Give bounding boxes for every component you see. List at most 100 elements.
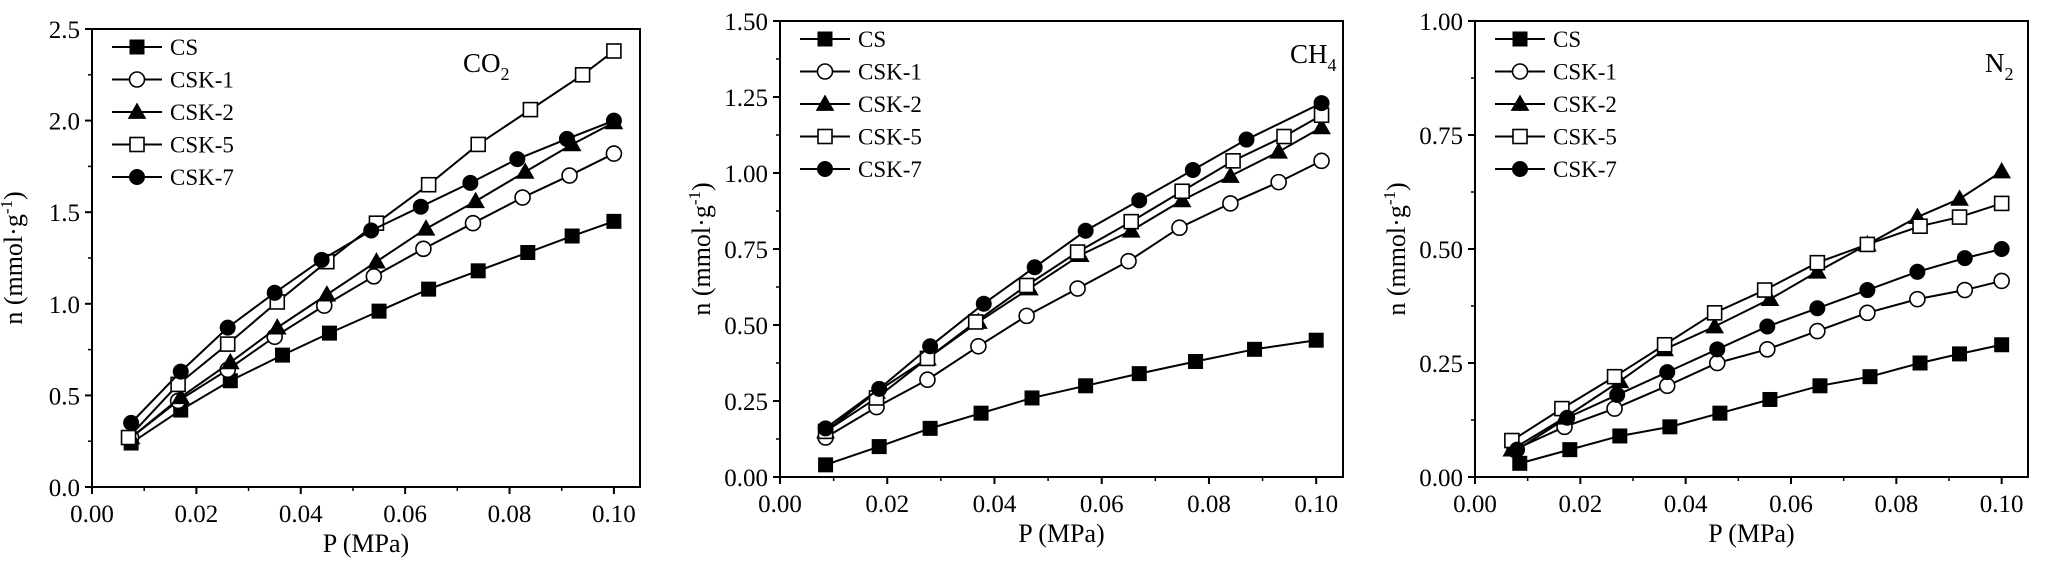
y-tick-label: 1.50 [724,9,768,36]
x-tick-label: 0.04 [1664,491,1708,518]
y-axis-title: n (mmol·g-1) [0,191,28,324]
y-tick-label: 1.5 [49,200,80,227]
data-point [420,176,437,193]
data-point [321,325,337,341]
data-point [412,198,429,215]
x-tick-label: 0.06 [1080,491,1124,518]
data-point [1809,254,1826,271]
y-axis-title-end: ) [0,191,28,200]
data-point [1131,366,1147,382]
data-point [1862,369,1878,385]
gas-label: CO2 [463,48,510,84]
data-point [1562,442,1578,458]
data-point [1069,280,1086,297]
data-point [1026,259,1043,276]
legend-marker [128,71,146,88]
x-axis-title: P (MPa) [1708,519,1794,548]
data-point [363,222,380,239]
data-point [1018,277,1035,294]
data-point [1658,377,1676,395]
data-point [1993,195,2010,212]
data-point [313,251,330,268]
legend-marker [1512,128,1528,145]
series [817,152,1330,446]
legend: CS CSK-1 CSK-2 CSK-5 CSK-7 [800,27,922,182]
series-line [130,220,615,444]
data-point [415,240,432,258]
x-tick-label: 0.06 [383,501,427,528]
data-point [1018,307,1035,325]
data-point [1912,355,1928,371]
y-tick-label: 0.00 [1419,465,1463,492]
data-point [564,228,580,244]
data-point [1993,241,2010,257]
legend-marker [817,161,833,177]
legend-label: CSK-5 [858,125,922,150]
series [817,95,1330,437]
data-point [219,336,236,352]
chart-panel: 0.00 0.02 0.04 0.06 0.08 0.10 0.0 0.5 1.0 1.5 2.0 2… [0,17,641,558]
legend-item: CSK-2 [1495,92,1617,117]
legend-label: CSK-2 [858,92,922,117]
x-tick-label: 0.10 [592,501,636,528]
x-axis-title: P (MPa) [323,529,409,558]
legend-label: CSK-2 [170,100,234,125]
legend-item: CSK-7 [112,165,234,190]
data-point [1756,282,1773,298]
data-point [1759,318,1776,335]
legend-label: CSK-1 [170,68,234,93]
data-point [1909,290,1926,308]
series [1509,241,2010,458]
data-point [1123,213,1140,230]
y-axis-title: n (mmol·g-1) [1380,182,1411,315]
data-point [470,263,486,279]
y-axis-title: n (mmol·g-1) [685,182,716,315]
y-axis-title-end: ) [687,182,716,191]
legend-item: CSK-2 [112,100,234,125]
x-tick-label: 0.10 [1980,491,2024,518]
y-tick-label: 0.00 [724,465,768,492]
gas-label-subscript: 4 [1328,55,1337,75]
legend: CS CSK-1 CSK-2 CSK-5 CSK-7 [1495,27,1617,182]
data-point [1705,317,1724,334]
data-point [1993,272,2010,290]
legend-label: CS [1553,27,1581,52]
data-point [919,371,936,389]
y-axis-title-superscript: -1 [1380,191,1399,205]
data-point [1809,322,1826,340]
legend-label: CS [858,27,886,52]
gas-label-subscript: 2 [2005,64,2014,84]
x-tick-label: 0.02 [865,491,909,518]
data-point [522,101,539,118]
legend-marker [817,31,833,47]
legend-marker [817,128,833,145]
legend-label: CSK-7 [858,157,922,182]
gas-label-main: CH [1290,39,1328,69]
data-point [1270,173,1287,191]
data-point [365,268,383,285]
data-point [1708,354,1726,372]
y-tick-label: 0.25 [724,389,768,416]
data-point [219,319,236,336]
data-point [561,167,578,184]
data-point [515,162,535,179]
data-point [606,43,622,59]
y-axis-title-end: ) [1382,182,1411,191]
data-point [1992,161,2012,179]
data-point [1909,263,1926,280]
data-point [1078,378,1094,394]
legend-label: CSK-1 [1553,60,1617,85]
data-point [1950,189,1969,206]
legend-item: CSK-7 [1495,157,1617,182]
y-axis-title-main: n (mmol·g [687,205,716,316]
data-point [123,414,140,431]
data-point [1077,222,1094,239]
x-tick-label: 0.08 [1187,491,1231,518]
data-point [605,145,623,162]
x-tick-label: 0.08 [1874,491,1918,518]
legend-item: CS [800,27,886,52]
data-point [1807,262,1827,279]
data-point [1659,364,1676,381]
legend-item: CSK-5 [800,125,922,150]
y-tick-label: 0.25 [1419,351,1463,378]
